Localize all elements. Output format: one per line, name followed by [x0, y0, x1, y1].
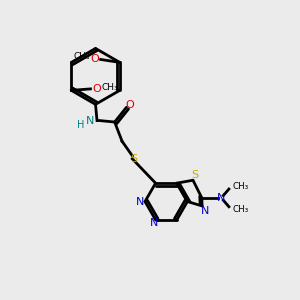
Text: S: S: [191, 170, 198, 180]
Text: H: H: [77, 120, 85, 130]
Text: CH₃: CH₃: [73, 52, 90, 61]
Text: N: N: [150, 218, 158, 228]
Text: CH₃: CH₃: [232, 205, 249, 214]
Text: N: N: [201, 206, 209, 216]
Text: N: N: [136, 196, 144, 206]
Text: S: S: [130, 154, 137, 164]
Text: N: N: [85, 116, 94, 126]
Text: O: O: [92, 84, 101, 94]
Text: O: O: [90, 55, 99, 64]
Text: N: N: [217, 193, 225, 203]
Text: CH₃: CH₃: [101, 83, 118, 92]
Text: CH₃: CH₃: [232, 182, 249, 191]
Text: O: O: [126, 100, 134, 110]
